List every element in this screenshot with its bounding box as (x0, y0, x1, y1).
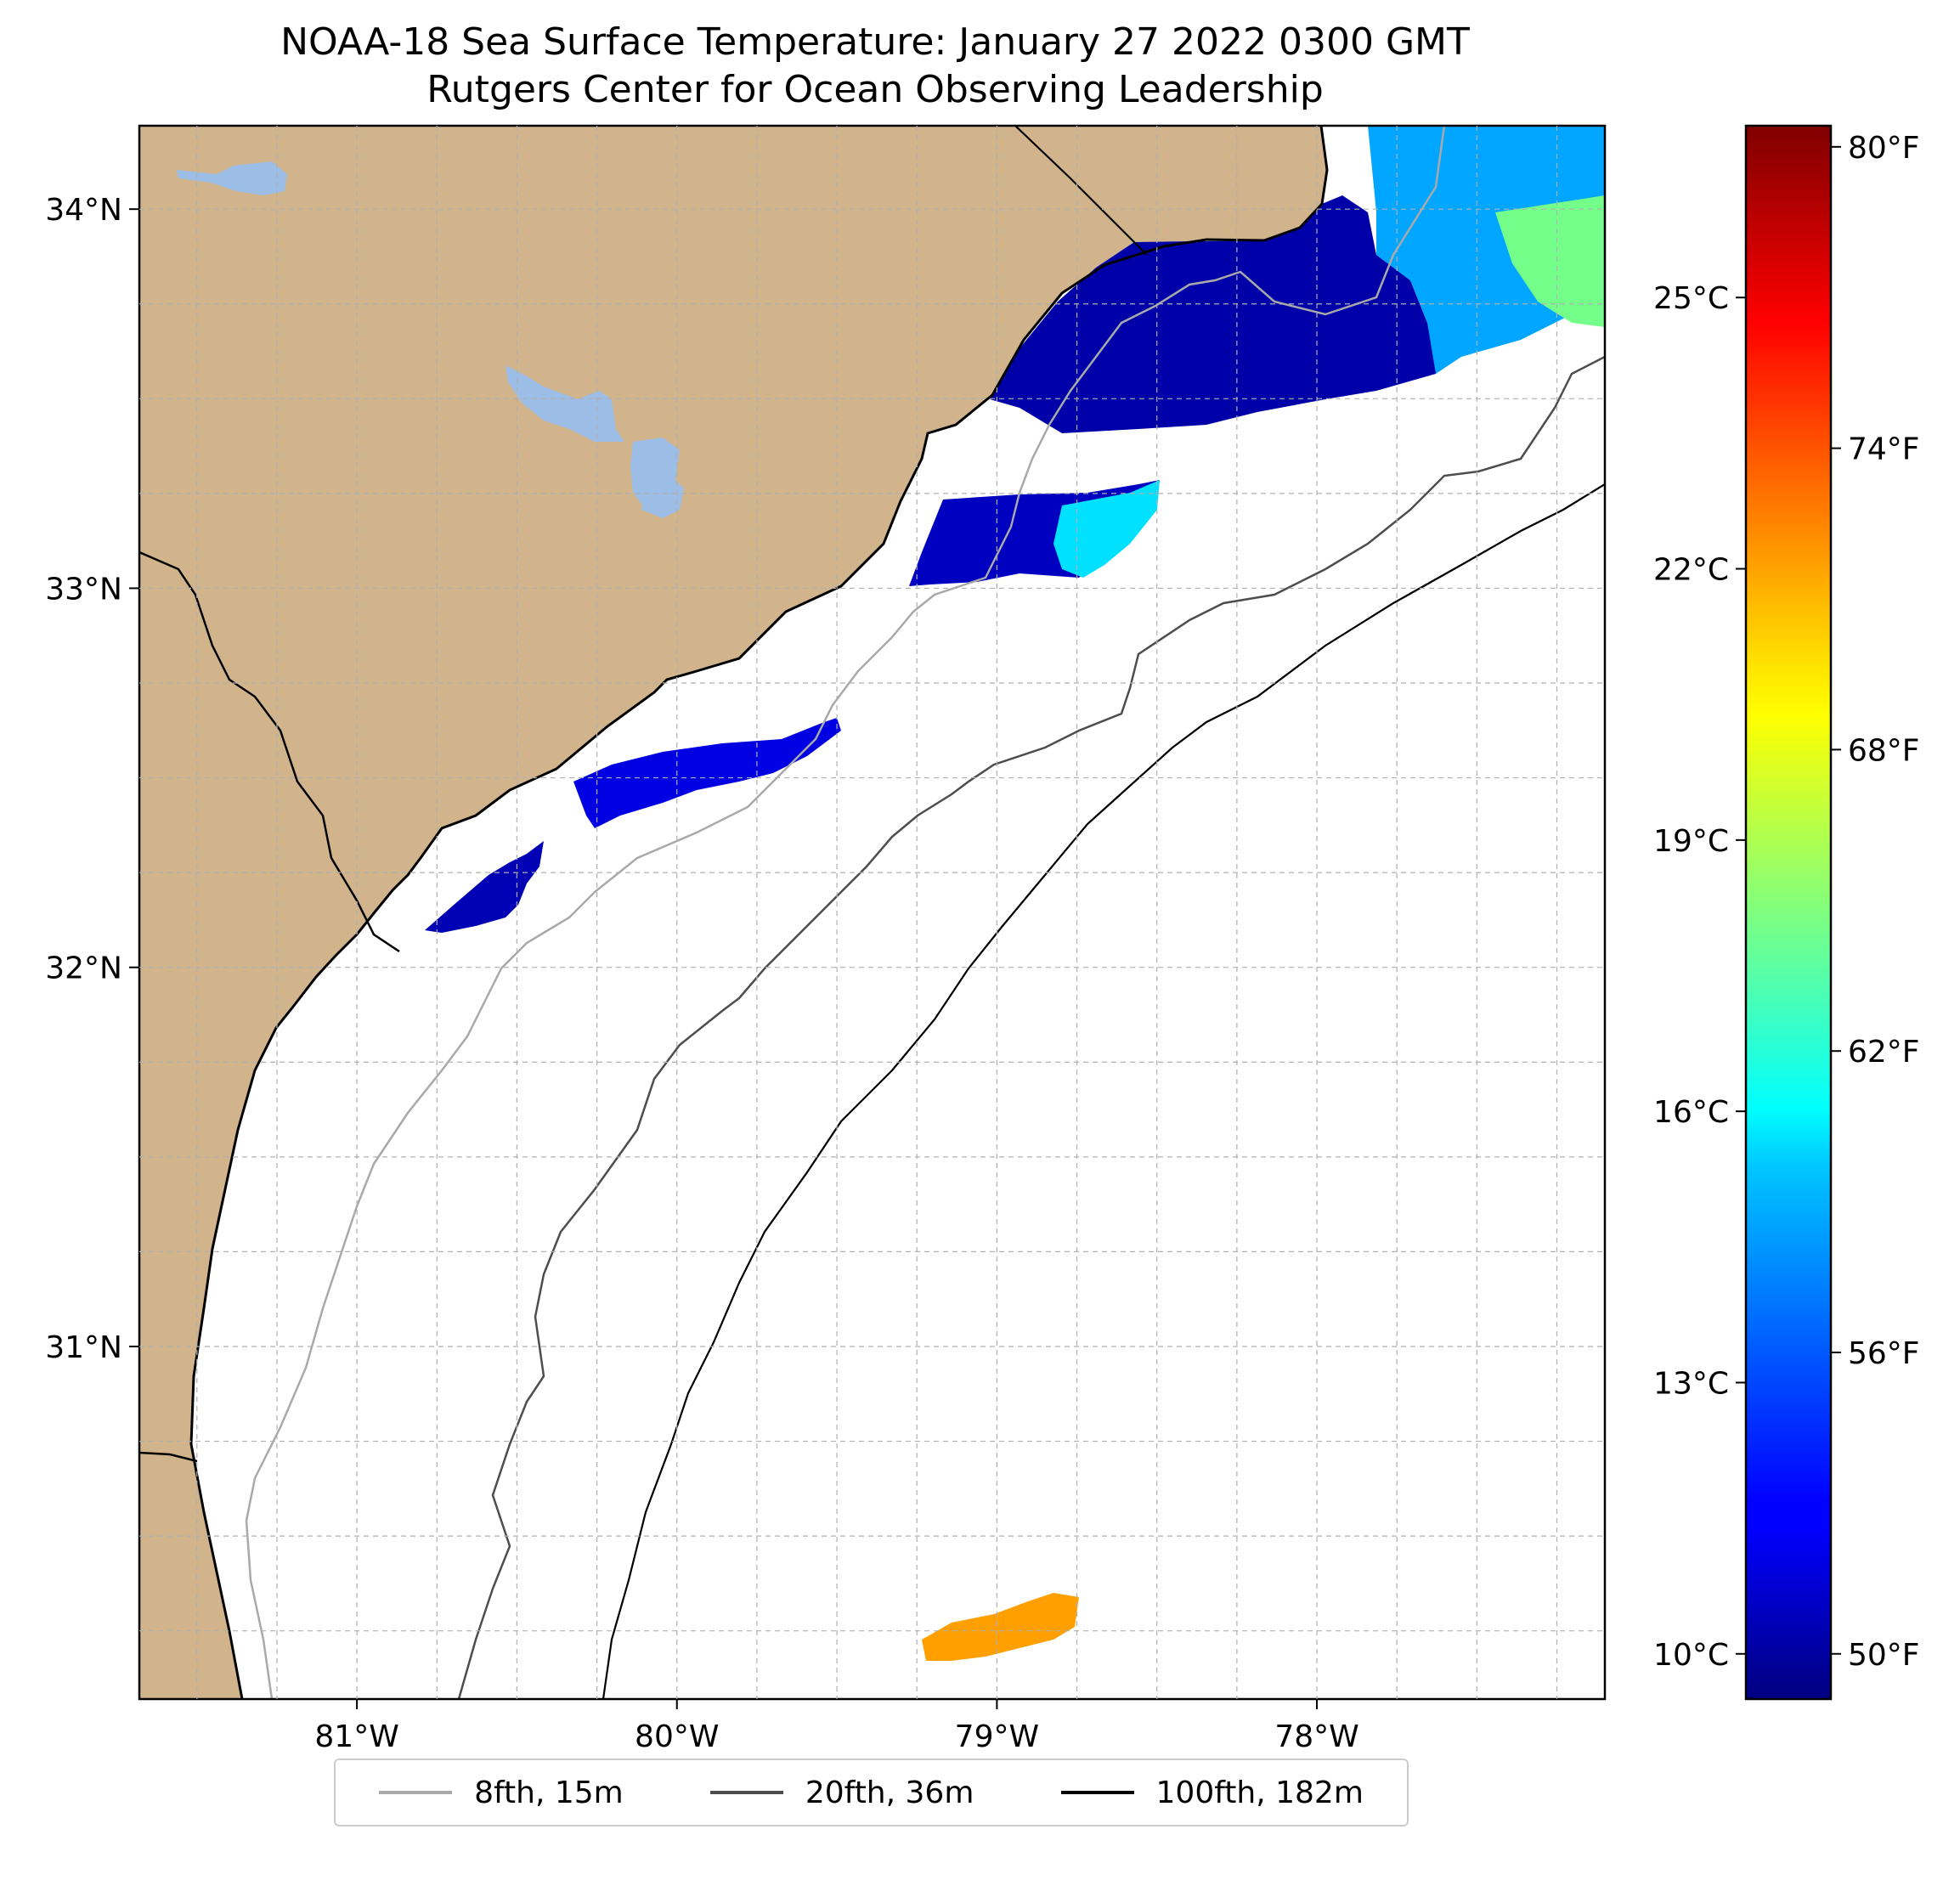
fahrenheit-tick-label: 56°F (1848, 1336, 1920, 1371)
lake-marion (506, 365, 624, 442)
legend-item-20fth: 20fth, 36m (709, 1775, 974, 1810)
sst-patch-offshore-warm (1495, 195, 1605, 327)
state-border-fl-ga (139, 1451, 198, 1463)
sst-patch-offshore-ne (1368, 126, 1605, 374)
chart-subtitle: Rutgers Center for Ocean Observing Leade… (426, 68, 1324, 111)
axis-ticks: 34°N 33°N 32°N 31°N 81°W 80°W 79°W 78°W (45, 193, 1358, 1754)
lat-tick-label: 31°N (45, 1330, 122, 1365)
legend-item-100fth: 100fth, 182m (1060, 1775, 1364, 1810)
sst-patch-edisto (425, 841, 544, 933)
legend-item-8fth: 8fth, 15m (379, 1776, 624, 1810)
map-frame (138, 124, 1607, 1701)
colorbar (1744, 124, 1833, 1701)
legend-label-8fth: 8fth, 15m (474, 1775, 624, 1810)
fahrenheit-tick-label: 68°F (1848, 733, 1920, 768)
map-area (139, 126, 1605, 1699)
celsius-tick-label: 13°C (1653, 1366, 1729, 1401)
fahrenheit-tick-label: 80°F (1848, 131, 1920, 166)
isobath-8fth (245, 126, 1446, 1699)
chart-title: NOAA-18 Sea Surface Temperature: January… (280, 20, 1470, 64)
fahrenheit-tick-label: 74°F (1848, 432, 1920, 467)
lat-tick-label: 33°N (45, 572, 122, 607)
fahrenheit-tick-label: 62°F (1848, 1035, 1920, 1070)
legend-label-20fth: 20fth, 36m (805, 1775, 974, 1810)
land-mass (139, 126, 1327, 1699)
legend-swatch-8fth (379, 1791, 453, 1794)
celsius-tick-label: 25°C (1653, 281, 1729, 316)
lon-tick-label: 79°W (955, 1719, 1039, 1754)
isobath-legend: 8fth, 15m 20fth, 36m 100fth, 182m (334, 1759, 1409, 1826)
state-border-nc-sc (1014, 126, 1148, 256)
celsius-tick-label: 16°C (1653, 1095, 1729, 1130)
sst-patch-long-bay (990, 195, 1444, 433)
legend-swatch-20fth (709, 1791, 783, 1794)
lon-tick-label: 80°W (635, 1719, 719, 1754)
legend-swatch-100fth (1060, 1791, 1134, 1794)
celsius-tick-label: 22°C (1653, 553, 1729, 588)
sst-patch-south-warm (922, 1593, 1079, 1661)
state-border-ga-sc (139, 550, 400, 953)
isobath-20fth (457, 355, 1605, 1699)
lon-tick-label: 81°W (314, 1719, 398, 1754)
lon-tick-label: 78°W (1274, 1719, 1358, 1754)
gridlines (139, 126, 1605, 1699)
lat-tick-label: 34°N (45, 193, 122, 228)
lake-north (177, 161, 287, 195)
sst-patch-bulls-bay-offshore (1053, 480, 1160, 578)
lat-tick-label: 32°N (45, 951, 122, 986)
coastline (189, 126, 1329, 1699)
colorbar-ticks: 25°C 22°C 19°C 16°C 13°C 10°C 80°F 74°F 68°F 62°F… (1653, 131, 1919, 1673)
legend-label-100fth: 100fth, 182m (1155, 1775, 1364, 1810)
fahrenheit-tick-label: 50°F (1848, 1638, 1920, 1673)
lake-marion-lower (630, 438, 680, 510)
sst-layer (425, 126, 1605, 1661)
sst-patch-charleston (573, 718, 841, 828)
celsius-tick-label: 19°C (1653, 824, 1729, 859)
celsius-tick-label: 10°C (1653, 1638, 1729, 1673)
